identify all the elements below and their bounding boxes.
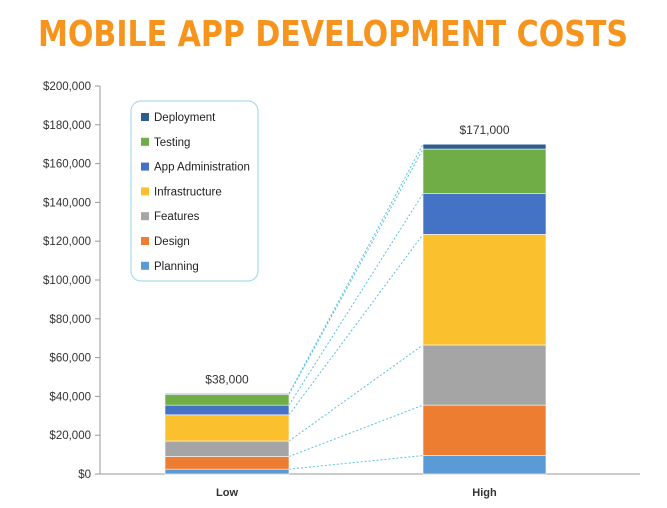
connector-line — [288, 148, 424, 395]
bar-segment — [422, 404, 547, 456]
chart-title: MOBILE APP DEVELOPMENT COSTS — [38, 14, 628, 55]
bar-segment — [164, 404, 290, 416]
y-tick-label: $180,000 — [43, 120, 91, 132]
legend-label: Design — [154, 236, 190, 248]
connector-line — [288, 143, 424, 394]
legend-box — [130, 100, 259, 282]
bar-segment — [422, 148, 547, 194]
connector-line — [288, 455, 424, 470]
bar-total-label: $38,000 — [205, 372, 249, 386]
y-tick-label: $20,000 — [49, 430, 91, 442]
legend-swatch — [141, 162, 149, 171]
y-axis: $0 $20,000 $40,000 $60,000 $80,000 $100,000 $1… — [43, 81, 640, 481]
legend-swatch — [141, 237, 149, 245]
y-tick-label: $100,000 — [43, 275, 91, 287]
legend-swatch — [141, 212, 149, 221]
labels: Low $38,000 High $171,000 — [205, 123, 510, 499]
legend-label: Deployment — [154, 112, 216, 124]
y-tick-label: $80,000 — [49, 314, 91, 326]
legend-swatch — [141, 187, 149, 196]
bars — [164, 143, 547, 475]
legend: Deployment Testing App Administration Infra… — [130, 100, 259, 282]
y-tick-label: $120,000 — [43, 236, 91, 248]
connector-line — [288, 234, 424, 416]
legend-label: App Administration — [154, 162, 250, 174]
legend-label: Testing — [154, 137, 190, 149]
y-tick-label: $0 — [78, 469, 91, 481]
bar-segment — [164, 456, 290, 470]
bar-segment — [164, 440, 290, 457]
legend-swatch — [141, 113, 149, 121]
bar-segment — [164, 468, 290, 475]
legend-swatch — [141, 137, 149, 146]
y-tick-label: $160,000 — [43, 159, 91, 171]
y-tick-label: $40,000 — [49, 391, 91, 403]
bar-total-label: $171,000 — [459, 123, 509, 137]
legend-swatch — [141, 261, 149, 270]
legend-label: Infrastructure — [154, 186, 222, 198]
bar-segment — [422, 455, 547, 475]
bar-segment — [164, 394, 290, 406]
y-tick-label: $140,000 — [43, 197, 91, 209]
bar-segment — [422, 344, 547, 406]
legend-label: Planning — [154, 261, 199, 273]
legend-label: Features — [154, 211, 200, 223]
connector-lines — [288, 143, 424, 470]
bar-segment — [164, 393, 290, 395]
y-tick-label: $60,000 — [49, 353, 91, 365]
bar-segment — [164, 414, 290, 442]
y-tick-label: $200,000 — [43, 81, 91, 93]
connector-line — [288, 193, 424, 406]
bar-segment — [422, 193, 547, 235]
legend-items: Deployment Testing App Administration Infra… — [141, 112, 250, 273]
connector-line — [288, 404, 424, 458]
bar-segment — [422, 143, 547, 150]
bar-segment — [422, 234, 547, 346]
x-category-label: High — [472, 487, 497, 499]
x-category-label: Low — [216, 487, 238, 499]
connector-line — [288, 344, 424, 442]
